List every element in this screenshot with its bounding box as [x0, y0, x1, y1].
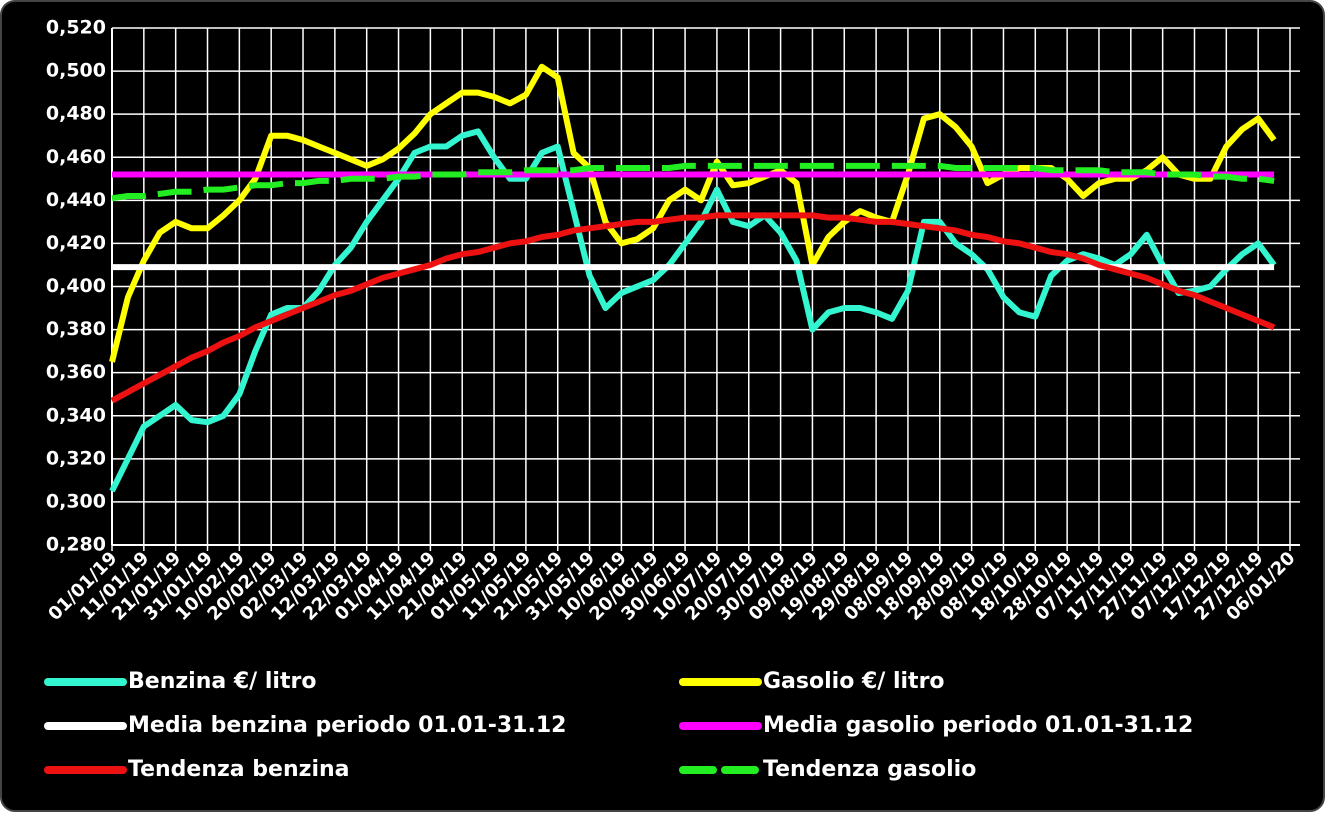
legend-label: Tendenza gasolio — [763, 757, 976, 782]
y-tick-label: 0,480 — [46, 103, 106, 125]
y-tick-label: 0,440 — [46, 189, 106, 211]
legend-label: Gasolio €/ litro — [763, 669, 945, 694]
series-line — [109, 63, 1277, 363]
y-tick-label: 0,320 — [46, 447, 106, 469]
series-line — [110, 212, 1276, 404]
y-tick-label: 0,380 — [46, 318, 106, 340]
y-tick-label: 0,420 — [46, 232, 106, 254]
legend-label: Media benzina periodo 01.01-31.12 — [128, 713, 566, 738]
y-tick-label: 0,400 — [46, 275, 106, 297]
y-tick-label: 0,280 — [46, 534, 106, 556]
y-tick-label: 0,520 — [46, 17, 106, 39]
y-tick-label: 0,360 — [46, 361, 106, 383]
y-tick-label: 0,340 — [46, 404, 106, 426]
legend-label: Media gasolio periodo 01.01-31.12 — [763, 713, 1193, 738]
y-tick-label: 0,460 — [46, 146, 106, 168]
y-tick-label: 0,500 — [46, 60, 106, 82]
legend-label: Benzina €/ litro — [128, 669, 316, 694]
legend-label: Tendenza benzina — [128, 757, 350, 782]
y-tick-label: 0,300 — [46, 490, 106, 512]
series-line — [111, 162, 1275, 202]
